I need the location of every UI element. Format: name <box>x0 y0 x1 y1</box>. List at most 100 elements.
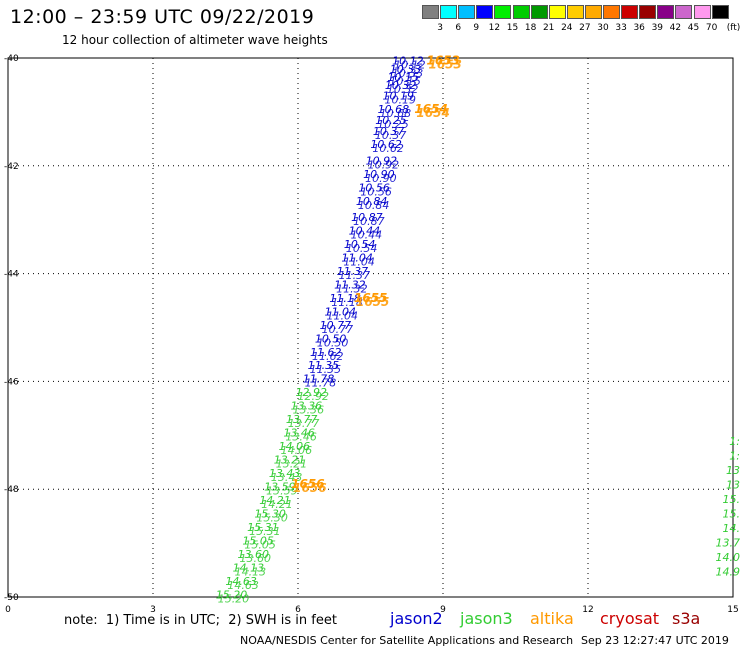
data-point-label-jason2: 10.62 <box>372 142 404 155</box>
data-point-label-jason3: 13.59 <box>264 481 296 494</box>
data-point-label-jason2: 10.15 <box>389 75 421 88</box>
data-point-label-jason3: 13.77 <box>286 413 318 426</box>
data-point-label-altika: 1654 <box>414 102 447 116</box>
data-point-label-jason2: 10.90 <box>363 168 395 181</box>
colorbar-tick-label: 45 <box>687 23 700 33</box>
data-point-label-jason2: 11.04 <box>327 309 359 322</box>
colorbar-swatch <box>693 5 711 19</box>
colorbar-swatch <box>566 5 584 19</box>
colorbar-swatch <box>422 5 439 19</box>
x-tick-label: 3 <box>150 605 156 615</box>
data-point-label-jason2: 10.84 <box>358 199 390 212</box>
data-point-label-jason2: 10.54 <box>344 238 376 251</box>
data-point-label-jason2: 10.44 <box>351 228 383 241</box>
edge-data-label: 13.7 <box>716 537 740 550</box>
colorbar-swatch <box>621 5 639 19</box>
data-point-label-altika: 1656 <box>293 481 326 495</box>
edge-data-label: 14.9 <box>716 566 740 579</box>
data-point-label-jason2: 10.87 <box>351 211 383 224</box>
data-point-label-jason3: 13.36 <box>293 404 325 417</box>
colorbar-tick-label: 42 <box>669 23 682 33</box>
data-point-label-jason2: 11.62 <box>310 346 342 359</box>
data-point-label-jason2: 10.33 <box>390 63 422 76</box>
x-tick-label: 12 <box>582 605 593 615</box>
chart-title: 12:00 – 23:59 UTC 09/22/2019 <box>10 6 315 28</box>
data-point-label-jason2: 10.44 <box>349 224 381 237</box>
data-point-label-jason2: 11.78 <box>303 373 335 386</box>
colorbar-tick-label: 18 <box>524 23 537 33</box>
data-point-label-altika: 1653 <box>429 58 462 72</box>
data-point-label-jason2: 11.32 <box>336 282 368 295</box>
y-tick-label: -48 <box>4 485 19 495</box>
data-point-label-jason2: 10.84 <box>356 195 388 208</box>
colorbar-swatch <box>639 5 657 19</box>
data-point-label-jason3: 13.43 <box>271 471 303 484</box>
footnote: note: 1) Time is in UTC; 2) SWH is in fe… <box>64 613 337 628</box>
y-tick-label: -46 <box>4 377 19 387</box>
data-point-label-jason3: 14.06 <box>279 440 311 453</box>
data-point-label-jason2: 10.77 <box>322 323 354 336</box>
y-tick-label: -50 <box>4 593 19 603</box>
data-point-label-jason3: 15.30 <box>254 507 286 520</box>
data-point-label-jason2: 10.15 <box>387 71 419 84</box>
data-point-label-jason2: 11.04 <box>341 251 373 264</box>
data-point-label-jason3: 14.06 <box>281 444 313 457</box>
legend-item-cryosat: cryosat <box>600 609 660 628</box>
data-point-label-altika: 1654 <box>416 106 449 120</box>
data-point-label-jason3: 13.43 <box>269 467 301 480</box>
plot-frame <box>7 57 734 598</box>
colorbar-swatch <box>584 5 602 19</box>
legend-item-jason2: jason2 <box>390 609 443 628</box>
data-point-label-jason2: 10.32 <box>387 83 419 96</box>
data-point-label-jason3: 14.63 <box>227 579 259 592</box>
edge-data-label: 14.0 <box>716 551 740 564</box>
data-point-label-jason2: 10.90 <box>365 172 397 185</box>
data-point-label-jason3: 13.21 <box>274 454 306 467</box>
data-point-label-jason2: 11.35 <box>308 359 340 372</box>
data-point-label-jason3: 15.05 <box>244 538 276 551</box>
chart-subtitle: 12 hour collection of altimeter wave hei… <box>62 33 328 47</box>
data-point-label-jason3: 13.21 <box>276 458 308 471</box>
edge-data-label: 14. <box>723 522 740 535</box>
y-tick-label: -40 <box>4 54 19 64</box>
data-point-label-jason2: 10.19 <box>385 94 417 107</box>
colorbar-swatch <box>657 5 675 19</box>
data-point-label-jason3: 15.20 <box>216 588 248 601</box>
colorbar-tick-label: 24 <box>561 23 573 33</box>
data-point-label-altika: 1655 <box>354 291 387 305</box>
legend-item-altika: altika <box>530 609 574 628</box>
data-point-label-jason3: 12.92 <box>296 386 328 399</box>
data-point-label-jason2: 11.37 <box>337 265 369 278</box>
colorbar-swatch <box>530 5 548 19</box>
data-point-label-jason2: 11.62 <box>312 350 344 363</box>
data-point-label-jason3: 15.31 <box>249 525 281 538</box>
data-point-label-jason2: 10.92 <box>366 154 398 167</box>
data-point-label-jason2: 10.12 <box>394 59 426 72</box>
data-point-label-jason3: 13.46 <box>283 427 315 440</box>
data-point-label-jason2: 10.12 <box>392 55 424 68</box>
data-point-label-jason3: 13.59 <box>266 485 298 498</box>
data-point-label-jason2: 10.25 <box>375 114 407 127</box>
data-point-label-jason2: 11.04 <box>343 255 375 268</box>
data-point-label-jason3: 15.30 <box>256 511 288 524</box>
edge-data-label: 1: <box>729 450 740 463</box>
data-point-label-jason2: 10.54 <box>346 242 378 255</box>
legend-item-s3a: s3a <box>672 609 701 628</box>
data-point-label-jason3: 14.13 <box>233 561 265 574</box>
data-point-label-altika: 1656 <box>291 477 324 491</box>
data-point-label-jason2: 10.77 <box>320 319 352 332</box>
data-point-label-jason2: 10.25 <box>377 118 409 131</box>
data-point-label-jason2: 10.32 <box>385 79 417 92</box>
data-point-label-jason3: 13.36 <box>291 400 323 413</box>
credit-text: NOAA/NESDIS Center for Satellite Applica… <box>240 634 574 647</box>
data-point-label-jason2: 10.56 <box>358 181 390 194</box>
colorbar-tick-label: 6 <box>455 23 462 33</box>
colorbar-swatch <box>711 5 729 19</box>
data-point-label-jason2: 10.33 <box>392 67 424 80</box>
colorbar-swatch <box>494 5 512 19</box>
data-point-label-jason3: 13.46 <box>285 431 317 444</box>
data-point-label-jason2: 10.87 <box>353 215 385 228</box>
colorbar-tick-label: 9 <box>473 23 480 33</box>
edge-data-label: 15. <box>723 508 740 521</box>
data-point-label-jason2: 11.35 <box>310 363 342 376</box>
